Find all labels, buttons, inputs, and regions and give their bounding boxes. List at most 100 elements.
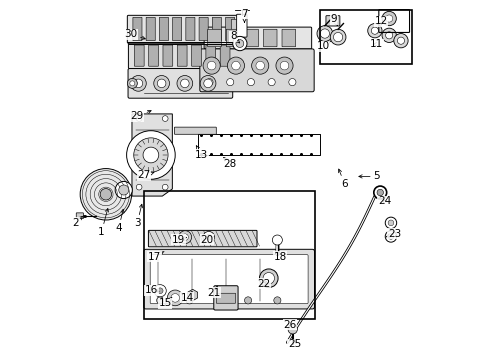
Circle shape: [280, 61, 288, 70]
Circle shape: [251, 57, 268, 74]
Circle shape: [182, 234, 188, 240]
FancyBboxPatch shape: [159, 17, 168, 41]
Text: 3: 3: [134, 204, 142, 228]
Circle shape: [80, 168, 131, 220]
Circle shape: [263, 273, 274, 284]
FancyBboxPatch shape: [133, 17, 142, 41]
Text: 15: 15: [158, 298, 171, 308]
Circle shape: [329, 29, 345, 45]
Circle shape: [154, 285, 166, 297]
FancyBboxPatch shape: [134, 45, 144, 66]
Circle shape: [370, 27, 378, 34]
Text: 29: 29: [130, 111, 151, 121]
FancyBboxPatch shape: [128, 68, 232, 98]
Circle shape: [200, 76, 216, 91]
Text: 5: 5: [358, 171, 379, 181]
Text: 7: 7: [241, 9, 247, 22]
Text: 27: 27: [137, 170, 154, 180]
Text: 18: 18: [273, 251, 286, 262]
FancyBboxPatch shape: [203, 27, 311, 49]
Circle shape: [167, 290, 183, 306]
FancyBboxPatch shape: [220, 45, 229, 66]
Circle shape: [381, 28, 395, 42]
FancyBboxPatch shape: [148, 230, 257, 247]
Circle shape: [387, 220, 393, 226]
Circle shape: [136, 184, 142, 190]
Text: 17: 17: [147, 252, 163, 262]
FancyBboxPatch shape: [172, 17, 182, 41]
Text: 28: 28: [223, 157, 236, 169]
Circle shape: [177, 76, 192, 91]
Text: 10: 10: [316, 41, 330, 51]
Circle shape: [115, 181, 132, 199]
FancyBboxPatch shape: [163, 45, 172, 66]
Text: 19: 19: [171, 235, 186, 245]
Circle shape: [272, 235, 282, 245]
FancyBboxPatch shape: [216, 293, 235, 303]
FancyBboxPatch shape: [174, 127, 216, 134]
Circle shape: [385, 231, 396, 242]
Circle shape: [126, 131, 175, 179]
Circle shape: [162, 184, 168, 190]
Circle shape: [385, 217, 396, 229]
FancyBboxPatch shape: [244, 29, 258, 47]
Text: 4: 4: [115, 209, 124, 233]
Text: 2: 2: [72, 216, 82, 228]
Circle shape: [205, 78, 213, 86]
Text: 1: 1: [98, 208, 108, 237]
Circle shape: [203, 79, 212, 87]
Circle shape: [203, 231, 214, 243]
FancyBboxPatch shape: [127, 15, 240, 43]
FancyBboxPatch shape: [76, 213, 83, 219]
Text: 26: 26: [283, 320, 296, 330]
Circle shape: [162, 116, 168, 121]
Text: 11: 11: [369, 39, 383, 49]
Text: 8: 8: [229, 31, 239, 43]
Circle shape: [385, 15, 392, 22]
Circle shape: [273, 297, 281, 304]
Circle shape: [393, 33, 407, 48]
FancyBboxPatch shape: [148, 45, 158, 66]
FancyBboxPatch shape: [263, 29, 276, 47]
Circle shape: [157, 79, 165, 87]
Circle shape: [288, 78, 295, 86]
Circle shape: [136, 116, 142, 121]
Circle shape: [316, 26, 332, 41]
Circle shape: [179, 231, 191, 244]
Circle shape: [275, 57, 292, 74]
Circle shape: [397, 37, 404, 44]
Circle shape: [232, 36, 246, 51]
FancyBboxPatch shape: [213, 286, 238, 310]
Circle shape: [244, 297, 251, 304]
Circle shape: [387, 234, 393, 239]
Text: 24: 24: [377, 197, 390, 206]
Circle shape: [259, 269, 278, 288]
FancyBboxPatch shape: [200, 49, 313, 92]
Circle shape: [134, 138, 168, 172]
Circle shape: [287, 325, 297, 334]
Text: 21: 21: [207, 286, 220, 297]
FancyBboxPatch shape: [150, 255, 307, 303]
Polygon shape: [132, 114, 172, 196]
Text: 13: 13: [195, 146, 208, 160]
FancyBboxPatch shape: [146, 17, 155, 41]
Circle shape: [180, 79, 189, 87]
Circle shape: [127, 78, 137, 88]
Circle shape: [134, 79, 142, 87]
Text: 16: 16: [145, 285, 159, 295]
FancyBboxPatch shape: [207, 29, 221, 47]
Text: 30: 30: [124, 29, 145, 40]
FancyBboxPatch shape: [128, 43, 235, 68]
Text: 6: 6: [338, 169, 347, 189]
Circle shape: [381, 12, 395, 26]
Circle shape: [255, 61, 264, 70]
Circle shape: [207, 61, 216, 70]
Text: 20: 20: [200, 235, 214, 245]
Circle shape: [247, 78, 254, 86]
Circle shape: [235, 40, 244, 48]
Text: 23: 23: [386, 229, 400, 239]
Circle shape: [333, 32, 342, 42]
FancyBboxPatch shape: [231, 19, 240, 41]
Circle shape: [130, 76, 146, 91]
Circle shape: [226, 78, 233, 86]
